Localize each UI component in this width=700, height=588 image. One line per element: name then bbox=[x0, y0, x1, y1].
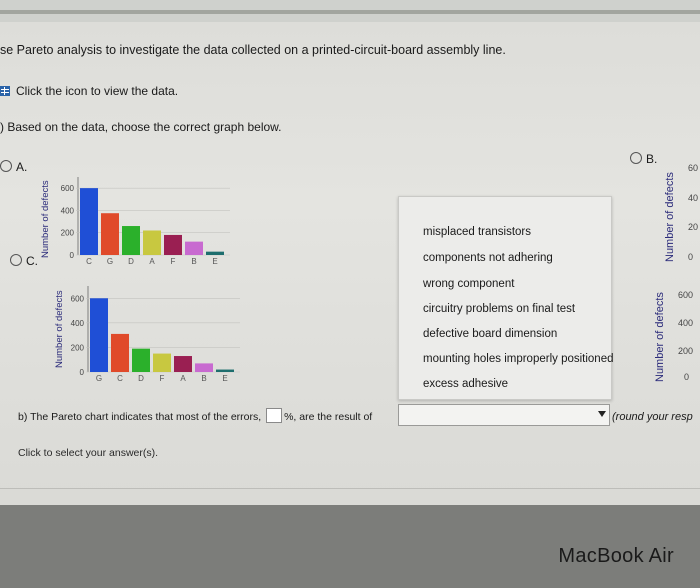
option-c-radio[interactable] bbox=[10, 254, 22, 266]
cause-select[interactable] bbox=[398, 404, 610, 426]
chart-d-tick: 600 bbox=[678, 290, 694, 300]
option-c[interactable]: C. bbox=[10, 254, 38, 268]
dropdown-option[interactable]: components not adhering bbox=[423, 252, 553, 264]
y-tick-label: 600 bbox=[71, 294, 85, 303]
x-tick-label: D bbox=[138, 374, 144, 383]
chart-b-tick: 0 bbox=[688, 252, 694, 262]
part-a-prompt: ) Based on the data, choose the correct … bbox=[0, 120, 282, 134]
x-tick-label: A bbox=[180, 374, 186, 383]
chart-b-tick: 20 bbox=[688, 222, 699, 232]
chart-b-tick: 40 bbox=[688, 193, 699, 203]
bar-e bbox=[206, 251, 224, 255]
option-a-radio[interactable] bbox=[0, 160, 12, 172]
bar-c bbox=[111, 333, 129, 372]
dropdown-option[interactable]: wrong component bbox=[423, 278, 515, 290]
y-tick-label: 200 bbox=[71, 343, 85, 352]
x-tick-label: C bbox=[117, 374, 123, 383]
bar-g bbox=[90, 298, 108, 372]
chart-d-tick: 400 bbox=[678, 318, 694, 328]
x-tick-label: D bbox=[128, 257, 134, 266]
part-b-text-before: b) The Pareto chart indicates that most … bbox=[18, 411, 262, 423]
x-tick-label: F bbox=[171, 257, 176, 266]
x-tick-label: G bbox=[96, 374, 102, 383]
bar-a bbox=[143, 230, 161, 255]
brand-label: MacBook Air bbox=[558, 545, 674, 567]
chart-c-ylabel: Number of defects bbox=[54, 290, 65, 368]
chart-b-ylabel: Number of defects bbox=[664, 172, 676, 262]
bar-d bbox=[122, 226, 140, 255]
x-tick-label: C bbox=[86, 257, 92, 266]
click-to-select-hint: Click to select your answer(s). bbox=[18, 447, 159, 459]
chart-b-tick: 60 bbox=[688, 163, 699, 173]
question-title: se Pareto analysis to investigate the da… bbox=[0, 43, 506, 57]
y-tick-label: 0 bbox=[80, 368, 85, 377]
bar-c bbox=[80, 188, 98, 255]
bar-e bbox=[216, 369, 234, 372]
y-tick-label: 400 bbox=[61, 206, 75, 215]
top-bar-line bbox=[0, 10, 700, 14]
y-tick-label: 0 bbox=[70, 251, 75, 260]
rounding-instruction: (round your resp bbox=[612, 411, 693, 423]
dropdown-option[interactable]: circuitry problems on final test bbox=[423, 303, 576, 315]
chart-d-tick: 0 bbox=[684, 372, 690, 382]
divider bbox=[0, 488, 700, 489]
option-a[interactable]: A. bbox=[0, 160, 27, 174]
dropdown-option[interactable]: defective board dimension bbox=[423, 328, 558, 340]
x-tick-label: A bbox=[149, 257, 155, 266]
x-tick-label: B bbox=[201, 374, 206, 383]
percent-answer-input[interactable] bbox=[266, 408, 283, 423]
y-tick-label: 400 bbox=[71, 319, 85, 328]
data-table-icon[interactable] bbox=[0, 86, 10, 96]
dropdown-option[interactable]: misplaced transistors bbox=[423, 226, 532, 238]
bar-a bbox=[174, 356, 192, 372]
view-data-row[interactable]: Click the icon to view the data. bbox=[0, 84, 178, 98]
view-data-text: Click the icon to view the data. bbox=[16, 84, 179, 98]
chart-d-tick: 200 bbox=[678, 346, 694, 356]
option-c-label: C. bbox=[26, 254, 38, 268]
y-tick-label: 200 bbox=[61, 229, 75, 238]
laptop-bezel bbox=[0, 505, 700, 588]
option-a-label: A. bbox=[16, 160, 28, 174]
bar-d bbox=[132, 348, 150, 372]
x-tick-label: F bbox=[160, 374, 165, 383]
x-tick-label: E bbox=[212, 257, 217, 266]
y-tick-label: 600 bbox=[61, 184, 75, 193]
dropdown-option[interactable]: mounting holes improperly positioned bbox=[423, 353, 614, 365]
cause-dropdown-menu[interactable]: misplaced transistors components not adh… bbox=[398, 196, 614, 400]
dropdown-option[interactable]: excess adhesive bbox=[423, 378, 509, 390]
screen: se Pareto analysis to investigate the da… bbox=[0, 0, 700, 505]
option-b-radio[interactable] bbox=[630, 152, 642, 164]
bar-g bbox=[101, 213, 119, 255]
chart-c: 600 400 200 0 G C D F A B E bbox=[71, 286, 240, 383]
x-tick-label: G bbox=[107, 257, 113, 266]
part-b-text-after: %, are the result of bbox=[284, 411, 373, 423]
chart-a: 600 400 200 0 C G D A F B E bbox=[61, 177, 230, 266]
bar-f bbox=[164, 234, 182, 255]
chart-d-ylabel: Number of defects bbox=[654, 292, 666, 382]
option-b[interactable]: B. bbox=[630, 152, 657, 166]
bar-b bbox=[185, 241, 203, 255]
x-tick-label: E bbox=[222, 374, 227, 383]
x-tick-label: B bbox=[191, 257, 196, 266]
option-b-label: B. bbox=[646, 152, 658, 166]
part-b-prompt: b) The Pareto chart indicates that most … bbox=[18, 408, 372, 423]
bar-b bbox=[195, 363, 213, 372]
chart-a-ylabel: Number of defects bbox=[40, 180, 51, 258]
browser-top-bar bbox=[0, 0, 700, 22]
chevron-down-icon[interactable] bbox=[598, 411, 606, 417]
bar-f bbox=[153, 353, 171, 372]
